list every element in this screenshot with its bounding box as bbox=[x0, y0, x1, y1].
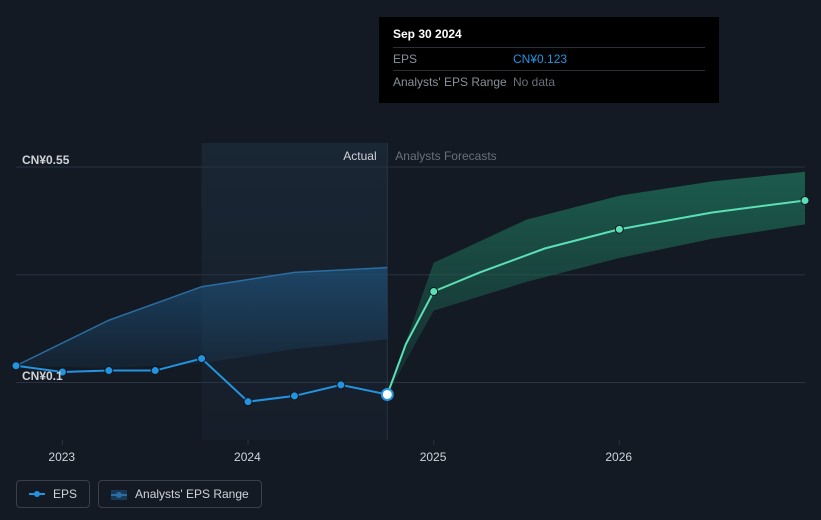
eps-marker bbox=[337, 381, 345, 389]
tooltip-row-label: Analysts' EPS Range bbox=[393, 75, 513, 89]
tooltip-row: EPSCN¥0.123 bbox=[393, 47, 705, 70]
eps-marker bbox=[198, 355, 206, 363]
forecast-range-area bbox=[387, 172, 805, 395]
legend-item-label: Analysts' EPS Range bbox=[135, 487, 249, 501]
eps-marker bbox=[151, 367, 159, 375]
region-label-forecast: Analysts Forecasts bbox=[395, 149, 496, 163]
forecast-marker bbox=[801, 196, 809, 204]
eps-marker bbox=[290, 392, 298, 400]
tooltip-row-label: EPS bbox=[393, 52, 513, 66]
tooltip-title: Sep 30 2024 bbox=[393, 27, 705, 41]
eps-marker bbox=[12, 362, 20, 370]
eps-marker-highlight bbox=[382, 389, 393, 400]
eps-marker bbox=[244, 398, 252, 406]
tooltip-row-value: CN¥0.123 bbox=[513, 52, 567, 66]
x-axis-label: 2025 bbox=[420, 450, 447, 464]
legend-item[interactable]: Analysts' EPS Range bbox=[98, 480, 262, 508]
eps-marker bbox=[105, 367, 113, 375]
chart-legend: EPS Analysts' EPS Range bbox=[16, 480, 262, 508]
x-axis-label: 2024 bbox=[234, 450, 261, 464]
forecast-marker bbox=[615, 225, 623, 233]
legend-marker-icon bbox=[29, 490, 45, 498]
x-axis-label: 2023 bbox=[48, 450, 75, 464]
tooltip-row-value: No data bbox=[513, 75, 555, 89]
eps-forecast-chart: CN¥0.55CN¥0.1 Actual Analysts Forecasts … bbox=[0, 0, 821, 520]
legend-marker-icon bbox=[111, 490, 127, 498]
legend-item[interactable]: EPS bbox=[16, 480, 90, 508]
chart-tooltip: Sep 30 2024 EPSCN¥0.123Analysts' EPS Ran… bbox=[379, 17, 719, 103]
legend-item-label: EPS bbox=[53, 487, 77, 501]
region-label-actual: Actual bbox=[343, 149, 376, 163]
x-axis-label: 2026 bbox=[605, 450, 632, 464]
forecast-marker bbox=[430, 288, 438, 296]
y-axis-label: CN¥0.55 bbox=[22, 153, 69, 167]
y-axis-label: CN¥0.1 bbox=[22, 369, 63, 383]
tooltip-row: Analysts' EPS RangeNo data bbox=[393, 70, 705, 93]
